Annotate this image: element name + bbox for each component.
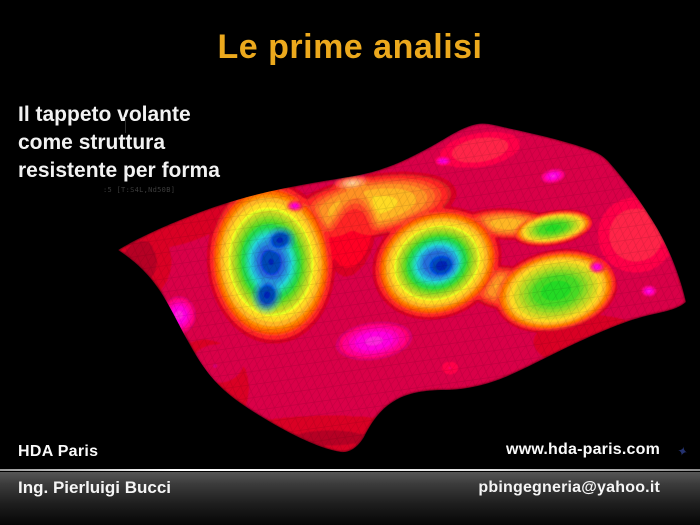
author-name: Ing. Pierluigi Bucci	[18, 478, 172, 497]
slide-title: Le prime analisi	[217, 28, 483, 66]
footer-separator-line	[0, 469, 700, 471]
footer-bar	[0, 472, 700, 525]
slide-subtitle: Il tappeto volante come struttura resist…	[18, 101, 248, 185]
website-text: www.hda-paris.com	[506, 441, 660, 458]
fem-axis-tick	[125, 117, 126, 133]
company-name: HDA Paris	[18, 443, 99, 460]
subtitle-line-3: resistente per forma	[18, 158, 220, 182]
email-text: pbingegneria@yahoo.it	[478, 479, 660, 496]
fem-model-label: :5 [T:S4L,Nd50B]	[103, 186, 176, 194]
subtitle-line-2: come struttura	[18, 130, 166, 154]
subtitle-line-1: Il tappeto volante	[18, 103, 191, 126]
